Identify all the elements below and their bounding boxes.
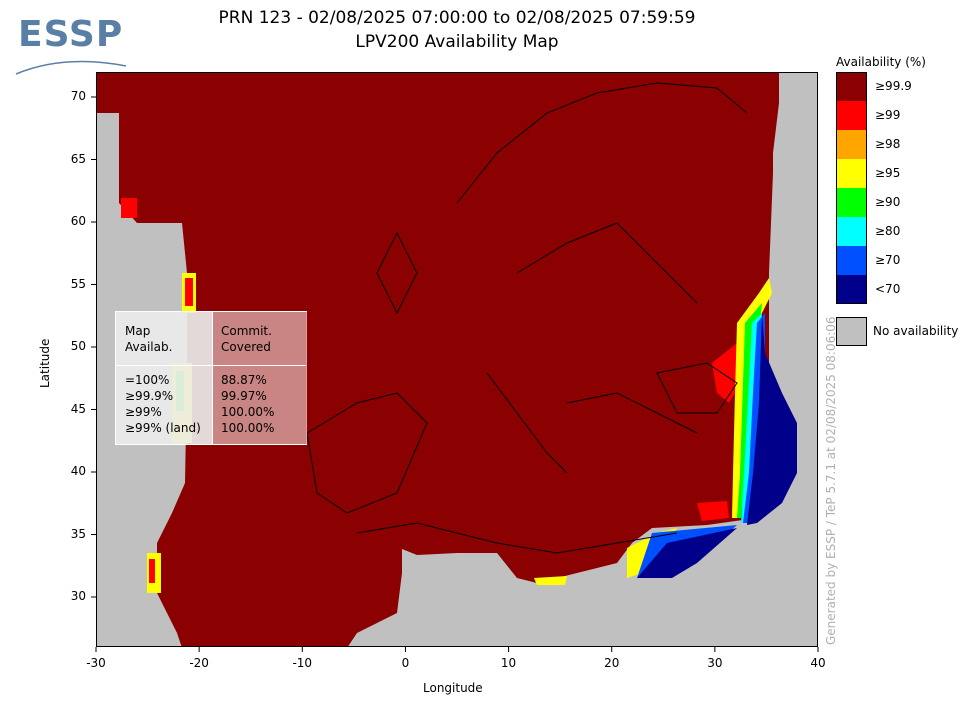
- legend-label-no-availability: No availability: [873, 324, 959, 338]
- x-tick-label: 10: [500, 656, 517, 670]
- coastline-italy: [486, 372, 568, 474]
- generation-watermark: Generated by ESSP / TeP 5.7.1 at 02/08/2…: [824, 316, 838, 645]
- coverage-south-patch: [534, 576, 567, 585]
- legend-label: ≥90: [875, 195, 901, 209]
- coastline-lines: [306, 82, 748, 554]
- legend-swatch: [836, 275, 867, 304]
- y-tick-label: 50: [70, 339, 86, 353]
- coastline-scandinavia: [456, 82, 748, 204]
- coverage-region: [97, 73, 779, 646]
- y-tick-label: 30: [70, 589, 86, 603]
- coastline-baltic: [516, 222, 698, 304]
- availability-heatmap: [97, 73, 797, 646]
- coverage-patch-west1: [121, 198, 137, 218]
- coastline-black-sea: [656, 362, 738, 414]
- x-axis-label: Longitude: [423, 681, 483, 695]
- legend-swatch: [836, 246, 867, 275]
- coverage-patch-west3: [185, 278, 193, 306]
- legend-swatch: [836, 130, 867, 159]
- x-tick-label: -30: [86, 656, 106, 670]
- stats-right-panel: [212, 312, 307, 444]
- stats-box: Map Availab. Commit. Covered =100% ≥99.9…: [115, 311, 307, 445]
- coverage-patch-west7: [149, 559, 155, 583]
- coverage-east-navy: [747, 313, 797, 525]
- y-tick-label: 65: [70, 151, 86, 166]
- x-tick-label: 20: [604, 656, 620, 670]
- map-title-line1: PRN 123 - 02/08/2025 07:00:00 to 02/08/2…: [218, 8, 696, 28]
- x-tick-label: 40: [810, 656, 826, 670]
- x-tick-label: -10: [292, 656, 313, 670]
- x-tick-label: -20: [189, 656, 209, 670]
- x-tick-label: 0: [401, 656, 410, 670]
- legend-swatch-no-availability: [836, 317, 867, 346]
- coastline-iberia: [306, 392, 428, 514]
- logo-swoosh-icon: [15, 60, 127, 75]
- y-axis-label: Latitude: [38, 338, 52, 388]
- legend-label: ≥99.9: [875, 79, 912, 93]
- legend-swatch: [836, 101, 867, 130]
- stats-rows-left: =100% ≥99.9% ≥99% ≥99% (land): [125, 373, 201, 435]
- y-tick-label: 45: [70, 401, 86, 416]
- legend-swatch: [836, 217, 867, 246]
- legend-swatch: [836, 188, 867, 217]
- map-title-line2: LPV200 Availability Map: [355, 32, 559, 52]
- coastline-uk: [376, 231, 418, 315]
- logo-text: ESSP: [18, 14, 124, 55]
- stats-divider: [116, 365, 306, 366]
- coastline-north-africa: [356, 522, 678, 554]
- legend-label: ≥95: [875, 166, 901, 180]
- availability-map: [96, 72, 818, 647]
- stats-left-panel: [116, 312, 212, 444]
- stats-header-right: Commit. Covered: [221, 324, 272, 354]
- y-tick-label: 70: [70, 89, 86, 103]
- x-tick-label: 30: [707, 656, 723, 670]
- legend-title: Availability (%): [836, 55, 926, 69]
- coverage-south-navy: [637, 528, 737, 578]
- y-tick-label: 40: [70, 464, 86, 478]
- legend-swatch: [836, 159, 867, 188]
- legend-label: ≥80: [875, 224, 901, 238]
- y-tick-label: 55: [70, 276, 86, 291]
- y-tick-label: 35: [70, 526, 86, 541]
- stats-header-left: Map Availab.: [125, 324, 173, 354]
- legend-label: ≥98: [875, 137, 901, 151]
- coverage-east-blue: [743, 313, 765, 523]
- legend-label: ≥70: [875, 253, 901, 267]
- coastline-balkans: [566, 392, 698, 434]
- coverage-south-red: [697, 501, 729, 521]
- essp-logo: ESSP: [14, 14, 134, 80]
- legend-swatch: [836, 72, 867, 101]
- legend-label: <70: [875, 282, 901, 296]
- legend-label: ≥99: [875, 108, 901, 122]
- stats-rows-right: 88.87% 99.97% 100.00% 100.00%: [221, 373, 275, 435]
- y-tick-label: 60: [70, 214, 86, 228]
